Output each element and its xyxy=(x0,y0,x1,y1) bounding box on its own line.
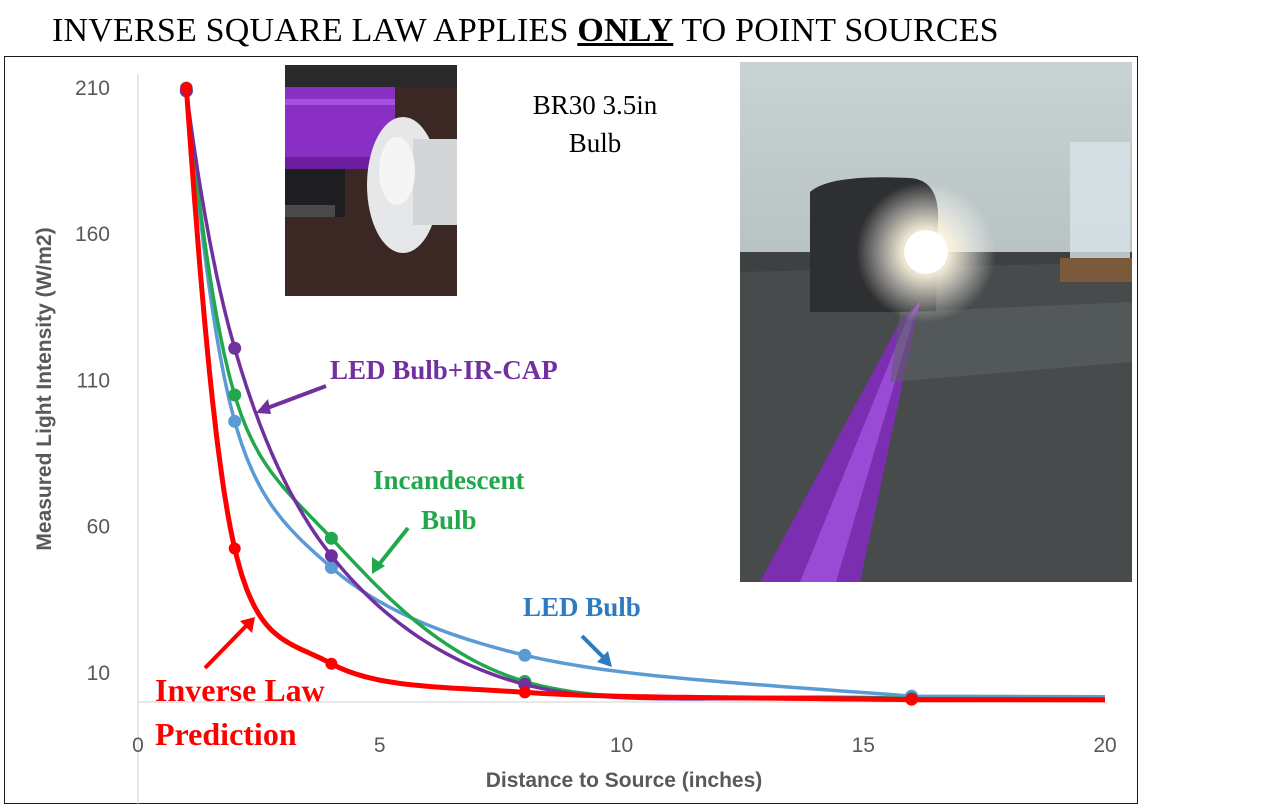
label-arrows xyxy=(203,384,612,670)
incandescent-label-line2: Bulb xyxy=(420,505,477,535)
legend-label-led-ircap: LED Bulb+IR-CAP xyxy=(330,355,558,385)
data-point-led-ircap xyxy=(228,341,242,355)
legend-label-incandescent: Incandescent Bulb xyxy=(373,460,525,540)
y-tick-label: 160 xyxy=(75,223,110,246)
data-point-inverse xyxy=(325,657,338,670)
legend-label-inverse: Inverse Law Prediction xyxy=(155,668,325,756)
data-point-incandescent xyxy=(228,388,242,402)
x-tick-label: 0 xyxy=(132,734,144,757)
title-emphasis: ONLY xyxy=(577,12,674,49)
y-axis-title: Measured Light Intensity (W/m2) xyxy=(33,227,56,550)
x-tick-label: 15 xyxy=(852,734,875,757)
data-point-incandescent xyxy=(324,531,338,545)
inverse-label-line2: Prediction xyxy=(155,716,297,752)
bulb-caption: BR30 3.5in Bulb xyxy=(510,86,680,162)
data-point-led xyxy=(324,561,338,575)
setup-photo-art xyxy=(740,62,1132,582)
title-suffix: TO POINT SOURCES xyxy=(673,12,999,49)
data-point-inverse xyxy=(518,686,531,699)
data-point-inverse xyxy=(180,82,193,94)
chart-frame xyxy=(4,56,1138,804)
x-tick-label: 10 xyxy=(610,734,633,757)
bulb-caption-line2: Bulb xyxy=(568,128,622,158)
ircap-arrow xyxy=(261,384,327,412)
setup-photo xyxy=(740,62,1132,582)
inverse-arrowhead xyxy=(240,617,255,633)
bulb-caption-line1: BR30 3.5in xyxy=(532,90,658,120)
inverse-label-line1: Inverse Law xyxy=(155,672,325,708)
data-point-led xyxy=(228,414,242,428)
x-tick-label: 20 xyxy=(1093,734,1116,757)
data-point-led-ircap xyxy=(324,549,338,563)
data-point-inverse xyxy=(905,693,918,706)
bulb-photo xyxy=(285,65,457,296)
bulb-photo-art xyxy=(285,65,457,296)
y-tick-label: 60 xyxy=(87,516,110,539)
y-tick-label: 210 xyxy=(75,77,110,100)
y-tick-label: 10 xyxy=(87,662,110,685)
led-arrowhead xyxy=(597,651,612,667)
data-point-inverse xyxy=(228,542,241,555)
tick-labels: 0 5 10 15 20 10 60 110 160 210 xyxy=(75,77,1117,757)
y-tick-label: 110 xyxy=(77,369,110,392)
series-layer xyxy=(179,81,1106,706)
ircap-arrowhead xyxy=(256,399,271,414)
incandescent-label-line1: Incandescent xyxy=(373,465,525,495)
title-prefix: INVERSE SQUARE LAW APPLIES xyxy=(52,12,578,49)
x-axis-title: Distance to Source (inches) xyxy=(486,769,763,792)
legend-label-led: LED Bulb xyxy=(523,592,641,622)
data-point-led xyxy=(518,648,532,662)
inverse-arrow xyxy=(203,622,250,670)
led-arrow xyxy=(580,634,608,662)
page-title: INVERSE SQUARE LAW APPLIES ONLY TO POINT… xyxy=(52,12,1132,50)
x-tick-label: 5 xyxy=(374,734,386,757)
incandescent-arrow xyxy=(375,526,410,569)
incandescent-arrowhead xyxy=(372,557,385,574)
